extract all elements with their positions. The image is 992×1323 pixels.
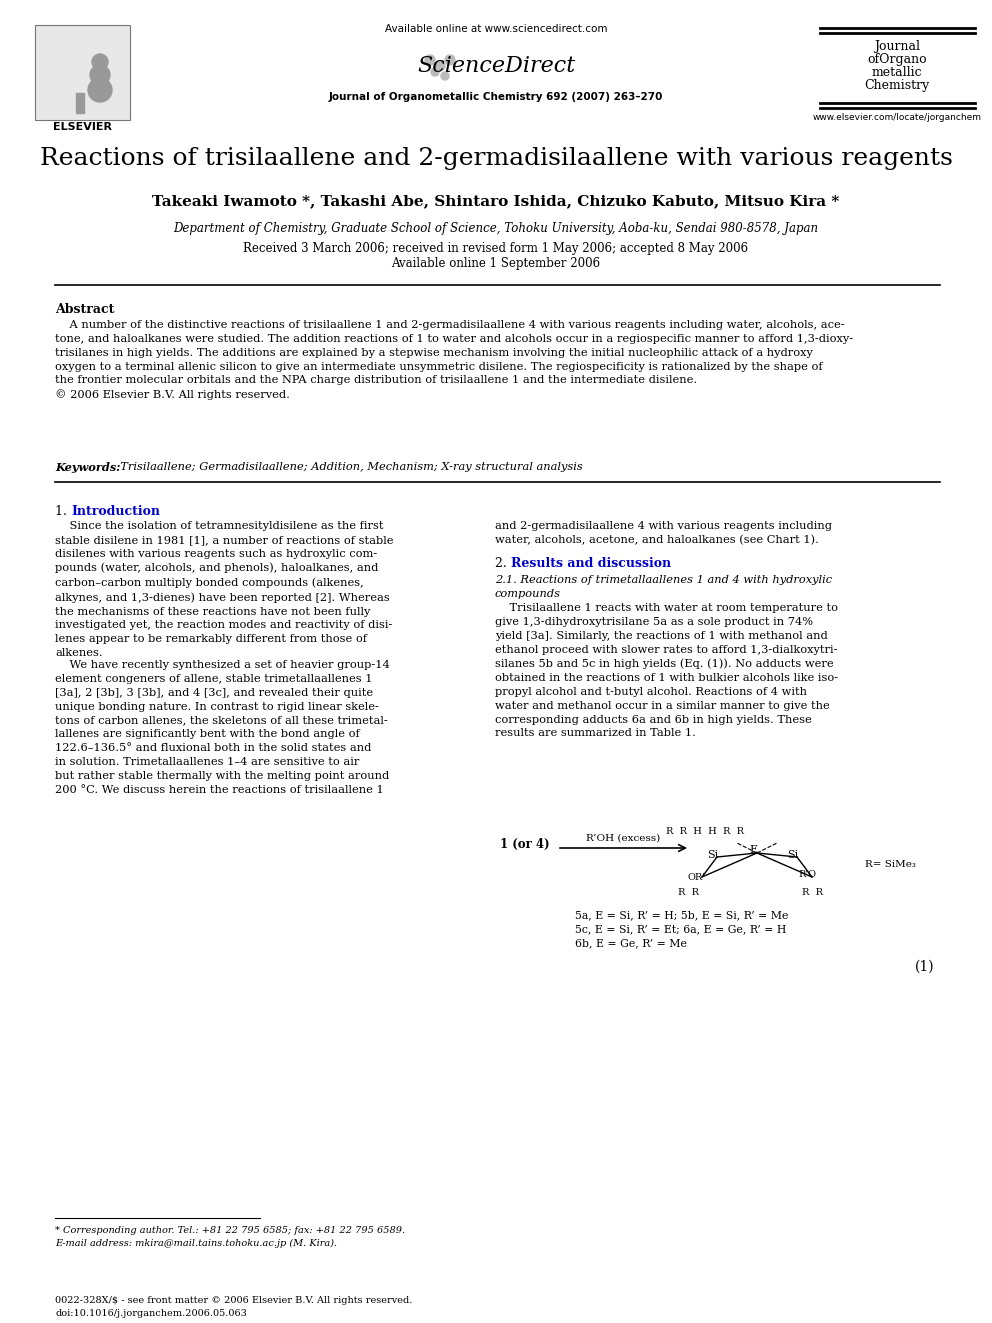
Text: E: E	[749, 845, 757, 855]
Text: Abstract: Abstract	[55, 303, 114, 316]
Text: R  R  H  H  R  R: R R H H R R	[666, 827, 744, 836]
Text: compounds: compounds	[495, 589, 561, 599]
Text: 2.: 2.	[495, 557, 511, 570]
Text: Received 3 March 2006; received in revised form 1 May 2006; accepted 8 May 2006: Received 3 March 2006; received in revis…	[243, 242, 749, 255]
Text: ScienceDirect: ScienceDirect	[417, 56, 575, 77]
Text: Trisilaallene 1 reacts with water at room temperature to
give 1,3-dihydroxytrisi: Trisilaallene 1 reacts with water at roo…	[495, 603, 838, 738]
Circle shape	[435, 61, 445, 71]
Text: metallic: metallic	[872, 66, 923, 79]
Text: R'O: R'O	[798, 871, 816, 878]
Text: Department of Chemistry, Graduate School of Science, Tohoku University, Aoba-ku,: Department of Chemistry, Graduate School…	[174, 222, 818, 235]
Text: 6b, E = Ge, R’ = Me: 6b, E = Ge, R’ = Me	[575, 938, 686, 949]
Text: 1 (or 4): 1 (or 4)	[500, 837, 550, 851]
Text: OR': OR'	[688, 873, 706, 882]
Text: Chemistry: Chemistry	[864, 79, 930, 93]
Circle shape	[431, 67, 439, 75]
Circle shape	[88, 78, 112, 102]
Text: Since the isolation of tetramnesityldisilene as the first
stable disilene in 198: Since the isolation of tetramnesityldisi…	[55, 521, 394, 658]
Text: A number of the distinctive reactions of trisilaallene 1 and 2-germadisilaallene: A number of the distinctive reactions of…	[55, 320, 853, 401]
Text: Results and discussion: Results and discussion	[511, 557, 672, 570]
Text: Si: Si	[788, 849, 799, 860]
Bar	[35, 25, 130, 120]
Text: We have recently synthesized a set of heavier group-14
element congeners of alle: We have recently synthesized a set of he…	[55, 660, 390, 795]
Text: R  R: R R	[679, 888, 699, 897]
Bar	[76, 93, 84, 112]
Text: (1): (1)	[916, 960, 935, 974]
Text: Keywords:: Keywords:	[55, 462, 120, 474]
Text: ELSEVIER: ELSEVIER	[53, 122, 112, 132]
Text: R  R: R R	[803, 888, 823, 897]
Text: R’OH (excess): R’OH (excess)	[586, 833, 660, 843]
Text: Introduction: Introduction	[71, 505, 160, 519]
Circle shape	[425, 56, 435, 65]
Circle shape	[445, 56, 455, 65]
Circle shape	[441, 71, 449, 79]
Text: 5c, E = Si, R’ = Et; 6a, E = Ge, R’ = H: 5c, E = Si, R’ = Et; 6a, E = Ge, R’ = H	[575, 923, 787, 934]
Text: Available online at www.sciencedirect.com: Available online at www.sciencedirect.co…	[385, 24, 607, 34]
Text: 2.1. Reactions of trimetallaallenes 1 and 4 with hydroxylic: 2.1. Reactions of trimetallaallenes 1 an…	[495, 576, 832, 585]
Text: www.elsevier.com/locate/jorganchem: www.elsevier.com/locate/jorganchem	[812, 112, 981, 122]
Text: 5a, E = Si, R’ = H; 5b, E = Si, R’ = Me: 5a, E = Si, R’ = H; 5b, E = Si, R’ = Me	[575, 910, 789, 919]
Text: ofOrgano: ofOrgano	[867, 53, 927, 66]
Text: 0022-328X/$ - see front matter © 2006 Elsevier B.V. All rights reserved.
doi:10.: 0022-328X/$ - see front matter © 2006 El…	[55, 1297, 413, 1318]
Text: Journal of Organometallic Chemistry 692 (2007) 263–270: Journal of Organometallic Chemistry 692 …	[328, 93, 664, 102]
Text: Available online 1 September 2006: Available online 1 September 2006	[392, 257, 600, 270]
Text: * Corresponding author. Tel.: +81 22 795 6585; fax: +81 22 795 6589.
E-mail addr: * Corresponding author. Tel.: +81 22 795…	[55, 1226, 405, 1248]
Text: Trisilaallene; Germadisilaallene; Addition, Mechanism; X-ray structural analysis: Trisilaallene; Germadisilaallene; Additi…	[113, 462, 582, 472]
Text: Si: Si	[707, 849, 718, 860]
Text: Takeaki Iwamoto *, Takashi Abe, Shintaro Ishida, Chizuko Kabuto, Mitsuo Kira *: Takeaki Iwamoto *, Takashi Abe, Shintaro…	[153, 194, 839, 208]
Circle shape	[92, 54, 108, 70]
Text: Journal: Journal	[874, 40, 920, 53]
Text: R= SiMe₃: R= SiMe₃	[865, 860, 916, 869]
Text: and 2-germadisilaallene 4 with various reagents including
water, alcohols, aceto: and 2-germadisilaallene 4 with various r…	[495, 521, 832, 545]
Circle shape	[90, 65, 110, 85]
Text: Reactions of trisilaallene and 2-germadisilaallene with various reagents: Reactions of trisilaallene and 2-germadi…	[40, 147, 952, 169]
Text: 1.: 1.	[55, 505, 70, 519]
